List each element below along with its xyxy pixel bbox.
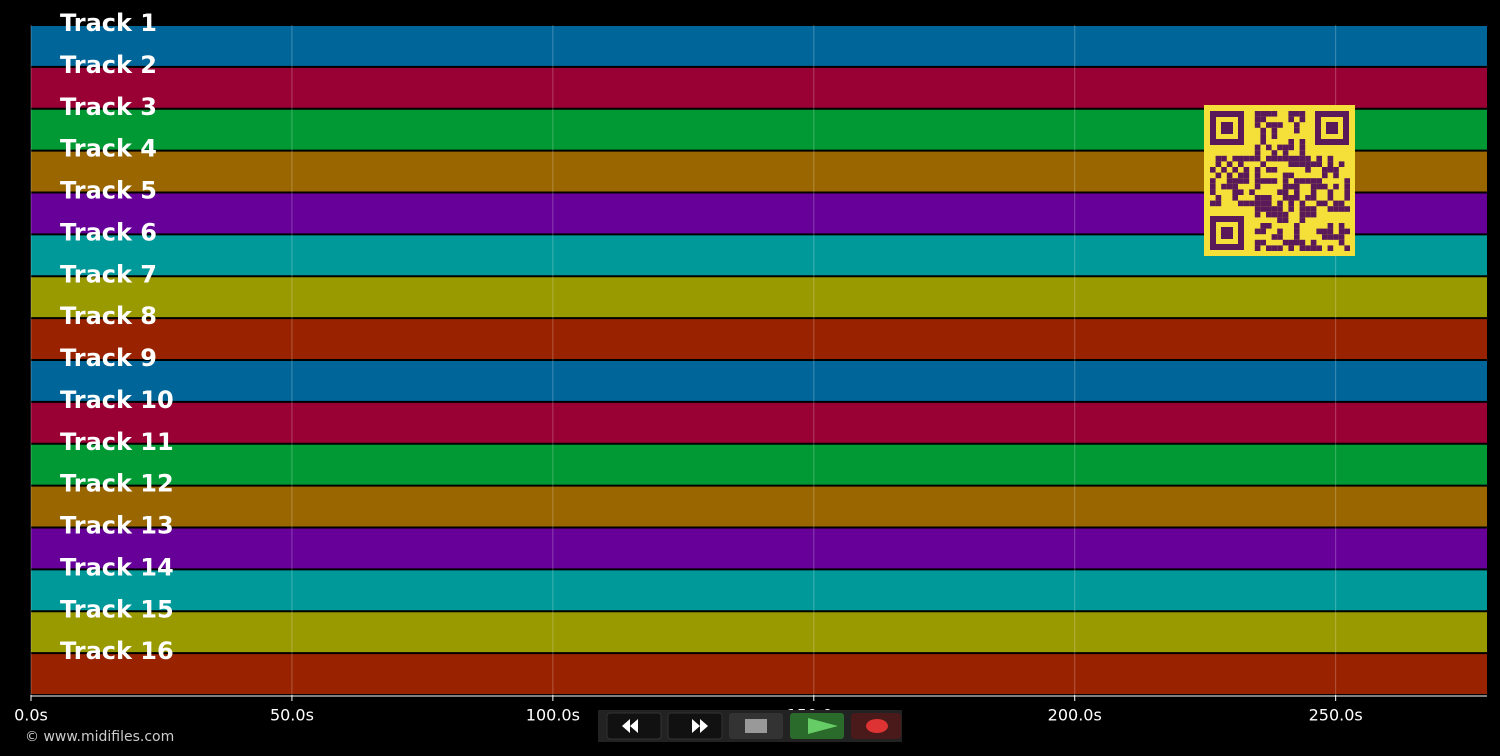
tick-label: 200.0s bbox=[1048, 706, 1102, 725]
record-button[interactable] bbox=[851, 713, 901, 739]
track-band bbox=[31, 612, 1487, 653]
track-band bbox=[31, 654, 1487, 694]
track-band bbox=[31, 528, 1487, 569]
track-band bbox=[31, 67, 1487, 108]
track-label: Track 12 bbox=[60, 470, 174, 498]
play-button[interactable] bbox=[790, 713, 844, 739]
track-label: Track 5 bbox=[60, 177, 157, 205]
track-band bbox=[31, 444, 1487, 485]
track-labels: Track 1 Track 2 Track 3 Track 4 Track 5 Track… bbox=[60, 9, 174, 665]
stop-button[interactable] bbox=[729, 713, 783, 739]
track-label: Track 8 bbox=[60, 302, 157, 330]
track-label: Track 3 bbox=[60, 93, 157, 121]
track-band bbox=[31, 486, 1487, 527]
tick-label: 50.0s bbox=[270, 706, 314, 725]
track-label: Track 13 bbox=[60, 512, 174, 540]
tick-label: 100.0s bbox=[526, 706, 580, 725]
track-label: Track 9 bbox=[60, 344, 157, 372]
track-band bbox=[31, 26, 1487, 66]
track-band bbox=[31, 277, 1487, 318]
track-label: Track 15 bbox=[60, 595, 174, 623]
track-label: Track 4 bbox=[60, 135, 157, 163]
qr-code bbox=[1204, 105, 1355, 256]
track-label: Track 2 bbox=[60, 51, 157, 79]
track-label: Track 6 bbox=[60, 218, 157, 246]
track-band bbox=[31, 402, 1487, 443]
track-label: Track 1 bbox=[60, 9, 157, 37]
track-label: Track 11 bbox=[60, 428, 174, 456]
track-band bbox=[31, 361, 1487, 401]
track-band bbox=[31, 319, 1487, 359]
track-label: Track 16 bbox=[60, 637, 174, 665]
tick-label: 0.0s bbox=[14, 706, 48, 725]
track-label: Track 14 bbox=[60, 553, 174, 581]
tick-label: 250.0s bbox=[1309, 706, 1363, 725]
transport-controls bbox=[598, 710, 902, 742]
track-band bbox=[31, 570, 1487, 611]
rewind-button[interactable] bbox=[606, 712, 662, 740]
fast-forward-button[interactable] bbox=[667, 712, 723, 740]
track-label: Track 10 bbox=[60, 386, 174, 414]
track-label: Track 7 bbox=[60, 260, 157, 288]
footer: © www.midifiles.com bbox=[25, 729, 174, 745]
